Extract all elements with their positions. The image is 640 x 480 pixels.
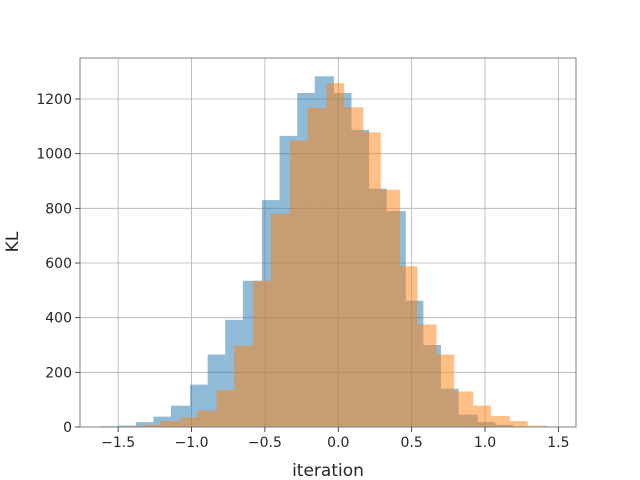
histogram-bar-series-2 [417, 324, 437, 427]
histogram-bar-series-2 [289, 140, 308, 427]
histogram-bar-series-2 [179, 417, 198, 427]
histogram-bar-series-2 [473, 405, 491, 427]
x-tick-label: −0.5 [248, 435, 282, 451]
x-tick-label: 0.5 [401, 435, 423, 451]
histogram-bar-series-2 [270, 213, 290, 427]
histogram-bar-series-2 [143, 424, 161, 427]
histogram-bar-series-2 [490, 416, 510, 427]
y-tick-label: 600 [45, 256, 72, 272]
x-axis-ticks: −1.5 −1.0 −0.5 0.0 0.5 1.0 1.5 [101, 427, 570, 451]
y-tick-label: 800 [45, 201, 72, 217]
y-axis-label: KL [3, 231, 23, 252]
histogram-bar-series-2 [234, 345, 254, 427]
x-axis-label: iteration [292, 461, 364, 480]
y-tick-label: 1200 [36, 92, 72, 108]
x-tick-label: −1.0 [175, 435, 209, 451]
histogram-bar-series-2 [436, 354, 455, 427]
histogram-bar-series-2 [527, 425, 547, 427]
histogram-bar-series-2 [326, 83, 345, 427]
y-tick-label: 400 [45, 311, 72, 327]
y-tick-label: 200 [45, 365, 72, 381]
histogram-bar-series-2 [380, 189, 400, 427]
y-tick-label: 1000 [36, 147, 72, 163]
x-tick-label: 1.0 [474, 435, 496, 451]
histogram-bars [100, 76, 565, 428]
histogram-bar-series-2 [160, 420, 180, 427]
histogram-bar-series-2 [253, 280, 271, 427]
histogram-bar-series-2 [454, 391, 474, 427]
y-axis-ticks: 0 200 400 600 800 1000 1200 [36, 92, 80, 436]
histogram-bar-series-2 [216, 390, 235, 427]
plot-frame [79, 57, 577, 428]
histogram-bar-series-2 [363, 132, 381, 427]
histogram-bar-series-2 [344, 107, 364, 427]
x-tick-label: 1.5 [547, 435, 569, 451]
histogram-bar-series-2 [197, 410, 217, 427]
histogram-bar-series-2 [399, 266, 418, 427]
x-tick-label: 0.0 [327, 435, 349, 451]
y-tick-label: 0 [63, 420, 72, 436]
histogram-bar-series-2 [307, 107, 327, 427]
x-tick-label: −1.5 [101, 435, 135, 451]
histogram-bar-series-2 [509, 420, 528, 427]
histogram-bar-series-1 [135, 422, 154, 427]
